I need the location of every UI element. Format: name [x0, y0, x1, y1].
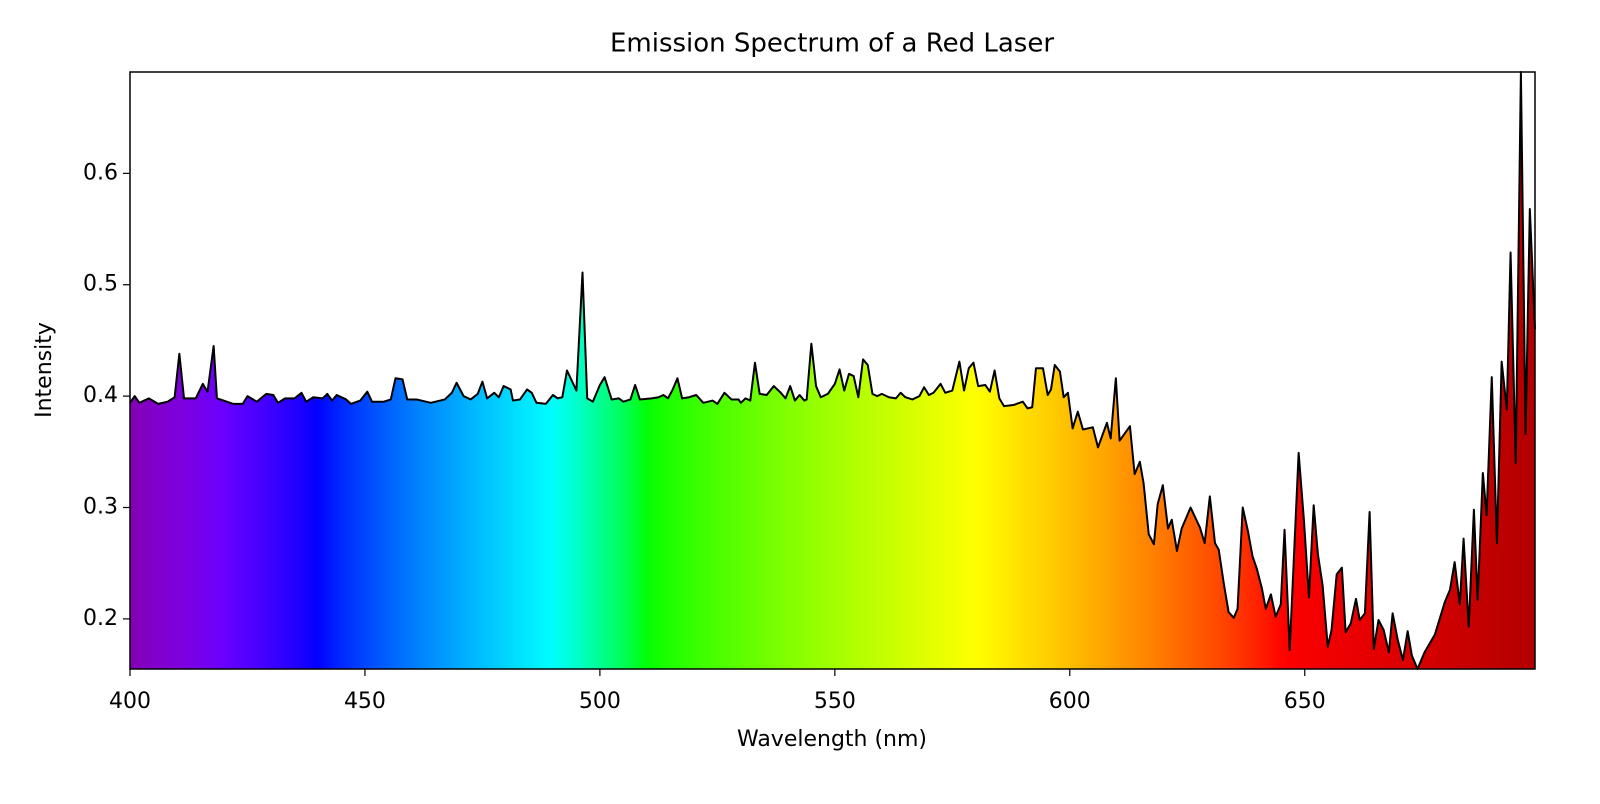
- y-tick-label: 0.2: [83, 606, 118, 631]
- chart-title: Emission Spectrum of a Red Laser: [610, 29, 1054, 59]
- spectrum-line: [129, 71, 1536, 670]
- y-axis-label: Intensity: [32, 322, 57, 418]
- x-tick-label: 550: [814, 689, 856, 714]
- x-tick-label: 500: [579, 689, 621, 714]
- x-tick-label: 650: [1284, 689, 1326, 714]
- x-tick-label: 400: [109, 689, 151, 714]
- y-tick-label: 0.3: [83, 494, 118, 519]
- x-tick-label: 450: [344, 689, 386, 714]
- x-tick-label: 600: [1049, 689, 1091, 714]
- y-tick-label: 0.4: [83, 383, 118, 408]
- plot-frame: [129, 71, 1536, 670]
- y-tick-label: 0.6: [83, 160, 118, 185]
- y-tick-label: 0.5: [83, 272, 118, 297]
- spectrum-area: [130, 72, 1535, 669]
- x-axis-label: Wavelength (nm): [737, 727, 927, 752]
